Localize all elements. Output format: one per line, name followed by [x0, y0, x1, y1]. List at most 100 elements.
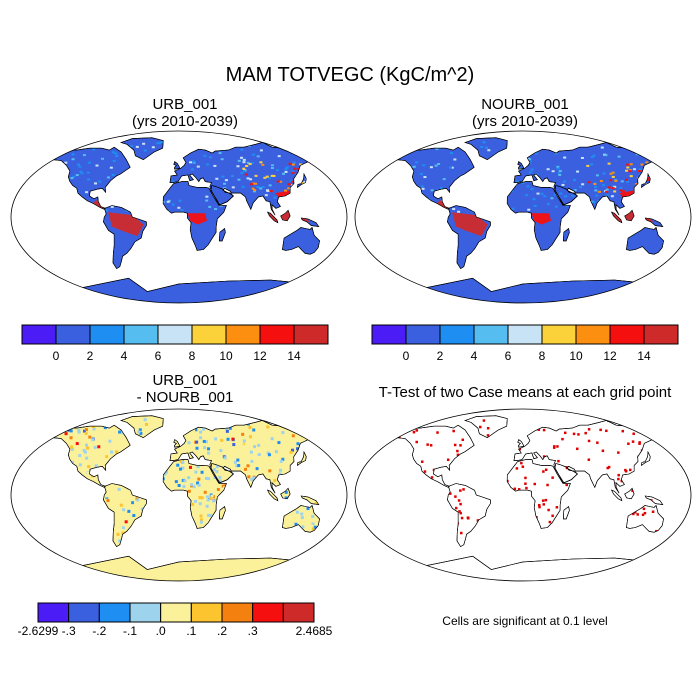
grid-cell [338, 422, 341, 425]
grid-cell [214, 437, 218, 441]
grid-cell [124, 520, 128, 524]
significant-cell [452, 429, 455, 433]
grid-cell [199, 436, 203, 440]
grid-cell [230, 175, 234, 178]
grid-cell [311, 522, 315, 526]
grid-cell [286, 440, 290, 444]
grid-cell [109, 166, 113, 169]
grid-cell [259, 187, 263, 190]
grid-cell [602, 172, 606, 175]
significant-cell [687, 524, 690, 527]
grid-cell [281, 457, 285, 461]
coastline [280, 209, 291, 222]
grid-cell [208, 205, 212, 208]
significant-cell [361, 435, 364, 438]
coastline [162, 459, 227, 529]
grid-cell [231, 437, 235, 441]
significant-cell [584, 431, 587, 435]
grid-cell [237, 178, 241, 181]
grid-cell [691, 163, 694, 165]
grid-cell [90, 464, 94, 468]
significant-cell [541, 499, 545, 502]
grid-cell [206, 495, 210, 499]
grid-cell [599, 180, 603, 183]
grid-cell [149, 424, 153, 428]
grid-cell [40, 424, 44, 428]
grid-cell [176, 463, 180, 467]
map-border [354, 408, 692, 582]
colorbar-swatch [293, 324, 329, 345]
grid-cell [263, 176, 267, 179]
significant-cell [524, 482, 527, 485]
grid-cell [189, 478, 193, 482]
grid-cell [76, 163, 80, 166]
grid-cell [72, 175, 76, 178]
grid-cell [590, 163, 594, 166]
grid-cell [274, 417, 278, 421]
grid-cell [362, 143, 365, 145]
significant-cell [556, 445, 559, 448]
significant-cell [391, 426, 394, 429]
significant-cell [542, 455, 546, 458]
grid-cell [296, 167, 300, 170]
grid-cell [587, 181, 591, 184]
high-biomass-region [108, 212, 144, 237]
grid-cell [39, 153, 43, 156]
grid-cell [592, 201, 596, 204]
grid-cell [62, 418, 66, 422]
grid-cell [115, 155, 119, 158]
grid-cell [37, 160, 41, 163]
coastline [563, 227, 570, 242]
grid-cell [654, 144, 658, 147]
significant-cell [548, 520, 552, 524]
grid-cell [56, 422, 60, 426]
colorbar-tick-label: .1 [186, 624, 197, 638]
colorbar-swatch [160, 602, 192, 623]
coastline [610, 211, 623, 224]
grid-cell [628, 169, 632, 172]
map-nourb [354, 130, 694, 304]
grid-cell [64, 432, 68, 436]
grid-cell [551, 170, 555, 173]
grid-cell [232, 443, 236, 447]
significant-cell [674, 452, 676, 456]
coastline [379, 277, 667, 303]
colorbar-tick-label: 2 [436, 349, 444, 363]
grid-cell [260, 437, 264, 441]
grid-cell [254, 182, 258, 185]
significant-cell [415, 440, 418, 444]
grid-cell [266, 189, 270, 192]
grid-cell [143, 149, 147, 152]
coastline [38, 146, 131, 210]
grid-cell [126, 518, 130, 522]
grid-cell [613, 190, 617, 193]
grid-cell [326, 448, 330, 452]
grid-cell [69, 429, 73, 433]
significant-cell [482, 419, 486, 422]
grid-cell [550, 197, 554, 200]
grid-cell [216, 487, 220, 491]
significant-cell [461, 438, 464, 442]
grid-cell [221, 458, 225, 462]
grid-cell [294, 522, 298, 526]
grid-cell [228, 426, 232, 430]
grid-cell [593, 182, 597, 185]
significant-cell [460, 531, 463, 535]
grid-cell [626, 180, 630, 183]
coastline [506, 459, 571, 529]
grid-cell [236, 458, 240, 462]
grid-cell [84, 431, 88, 435]
grid-cell [252, 476, 256, 480]
grid-cell [535, 173, 539, 176]
grid-cell [223, 187, 227, 190]
significant-cell [359, 549, 362, 552]
significant-cell [369, 453, 372, 456]
grid-cell [330, 427, 332, 431]
grid-cell [395, 150, 399, 153]
colorbar-swatch [190, 602, 223, 623]
grid-cell [607, 162, 611, 165]
grid-cell [70, 445, 74, 449]
grid-cell [25, 545, 28, 548]
grid-cell [18, 149, 21, 151]
grid-cell [115, 450, 119, 454]
